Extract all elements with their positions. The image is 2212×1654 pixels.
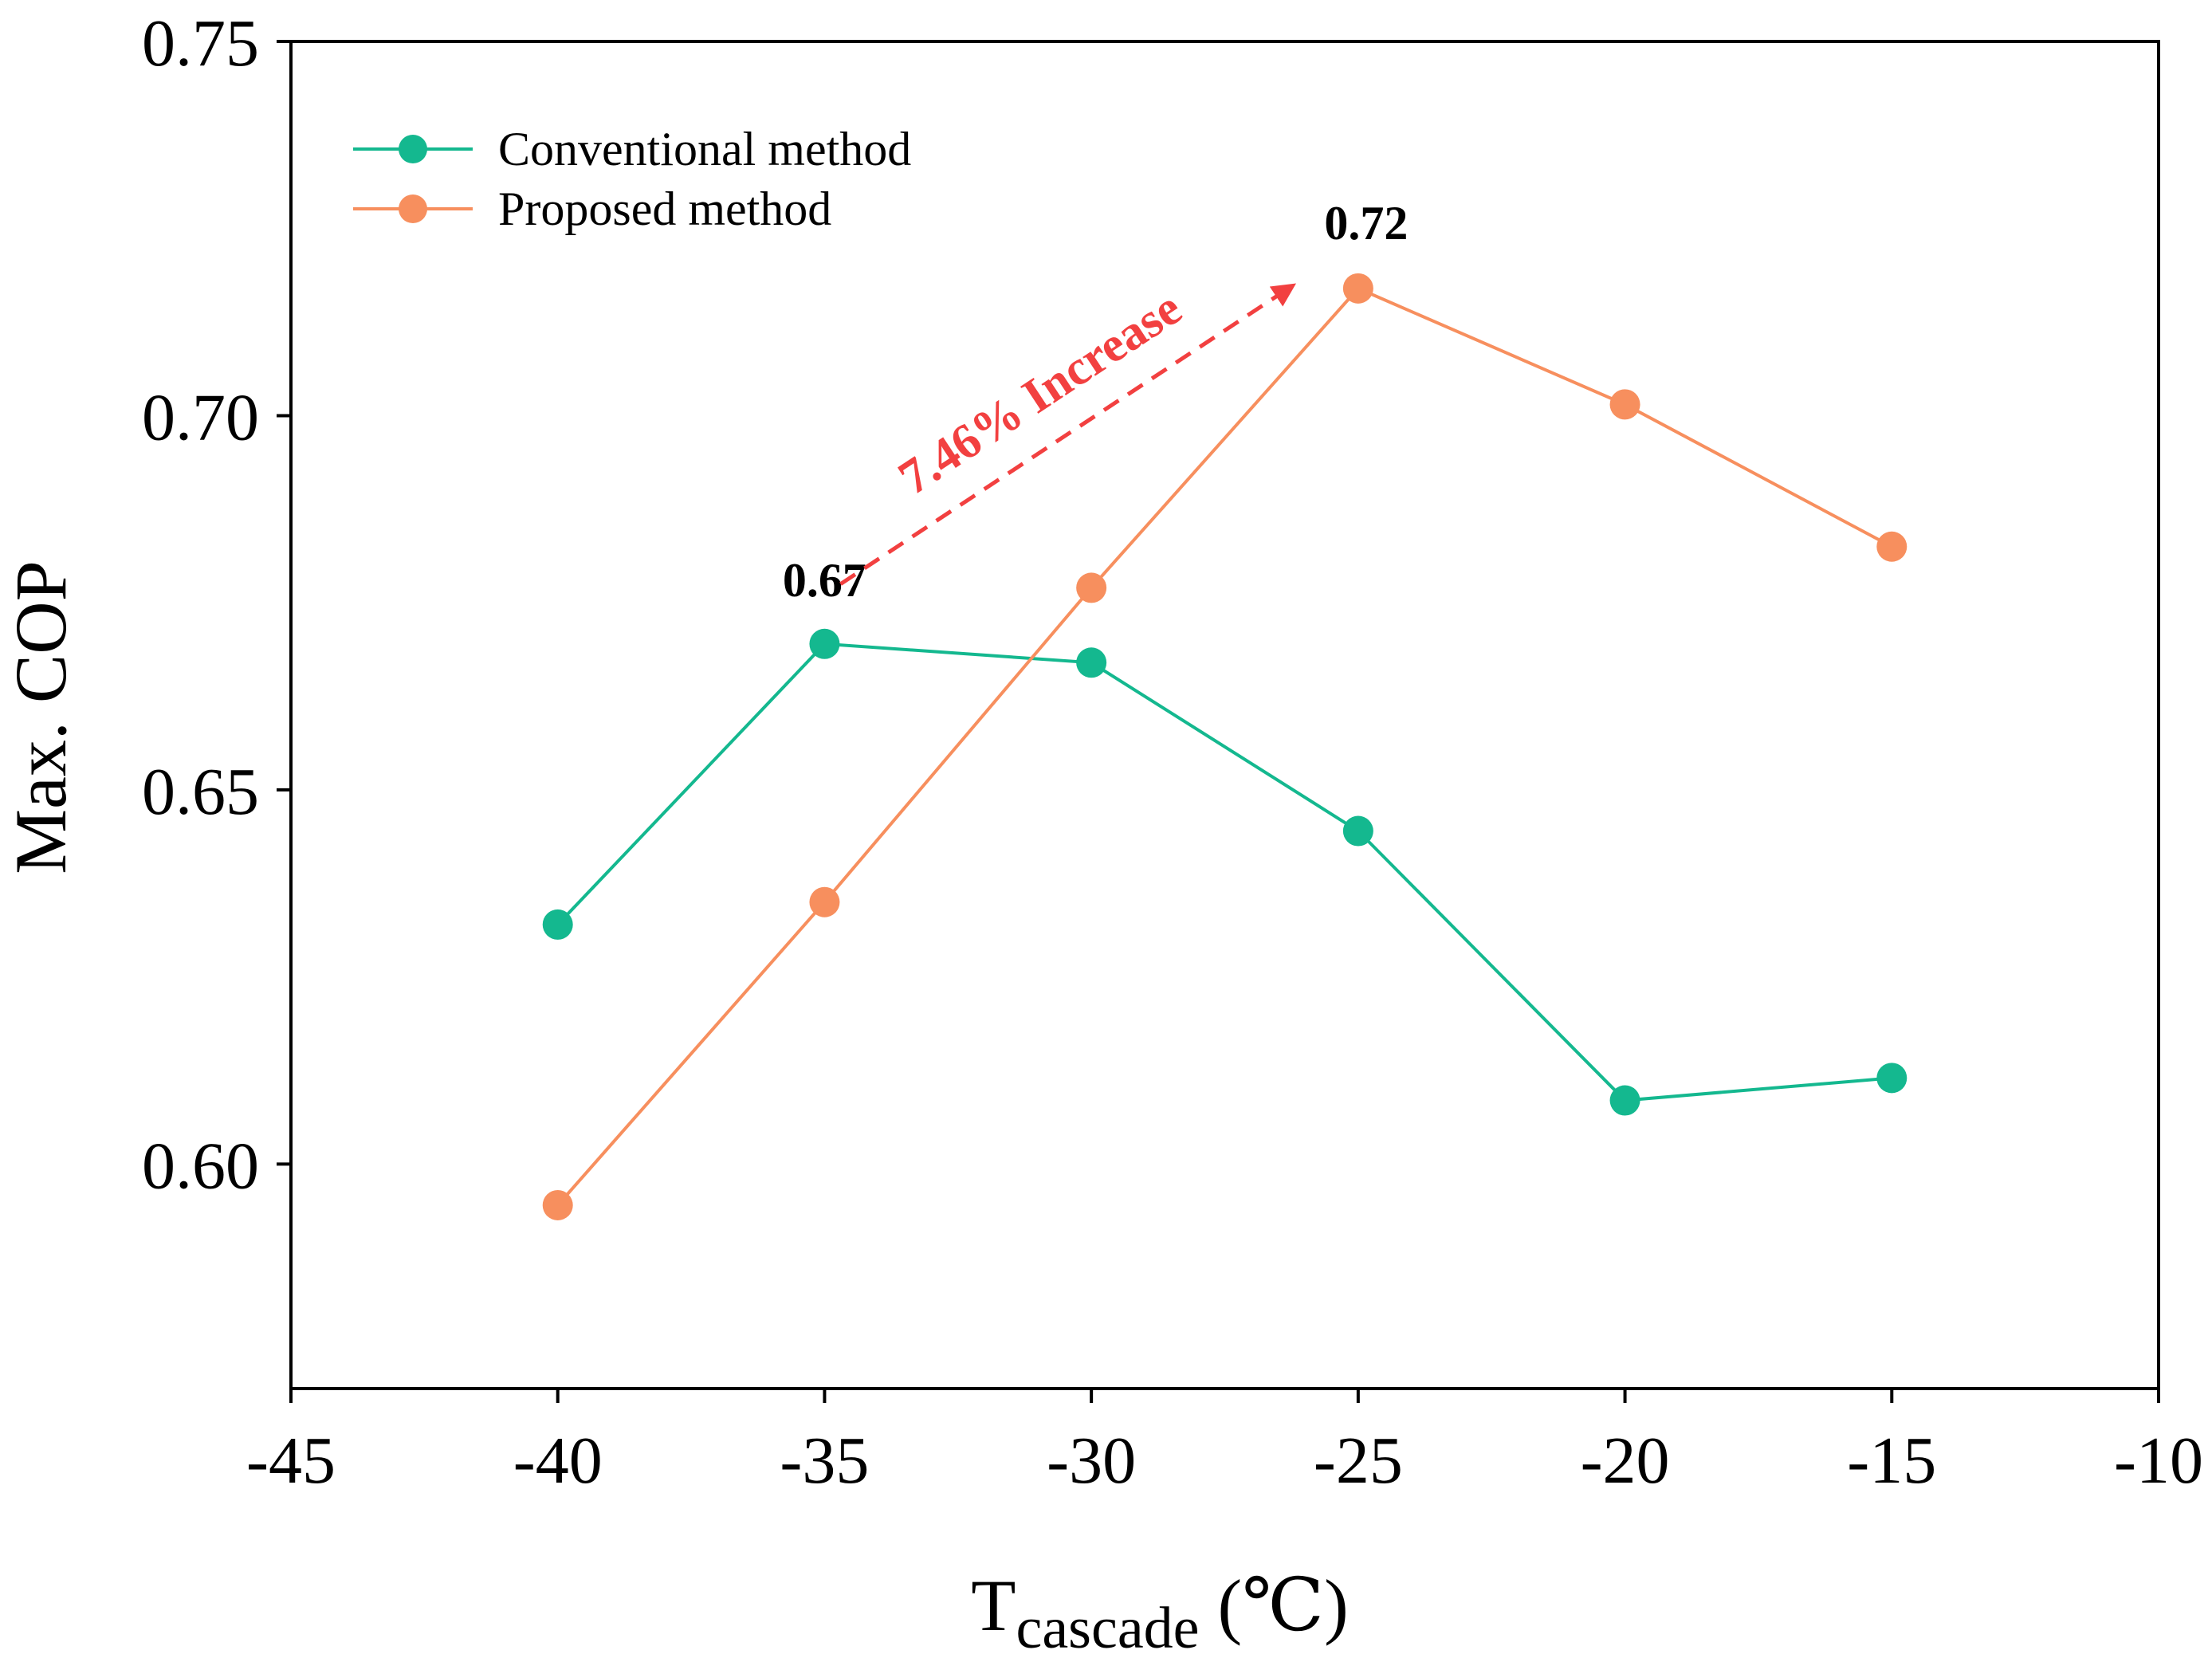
- data-point-conventional: [809, 628, 840, 659]
- legend: Conventional method Proposed method: [353, 123, 911, 235]
- y-axis-label: Max. COP: [0, 560, 81, 874]
- legend-label-proposed: Proposed method: [498, 183, 831, 235]
- x-axis-label-main: T: [971, 1565, 1016, 1646]
- series-layer: [542, 273, 1908, 1220]
- data-point-proposed: [1609, 389, 1640, 420]
- y-tick-label: 0.75: [142, 6, 259, 81]
- y-tick-label: 0.60: [142, 1129, 259, 1203]
- y-tick-label: 0.65: [142, 755, 259, 829]
- legend-label-conventional: Conventional method: [498, 123, 911, 175]
- x-axis-label-unit: (℃): [1200, 1565, 1349, 1646]
- data-point-proposed: [809, 886, 840, 917]
- x-axis-label: Tcascade (℃): [971, 1565, 1348, 1654]
- x-tick-label: -15: [1847, 1424, 1936, 1498]
- data-point-conventional: [1076, 647, 1107, 678]
- data-label-conventional-peak: 0.67: [783, 554, 866, 607]
- plot-area-frame: [289, 40, 2160, 1390]
- x-tick-label: -45: [246, 1424, 336, 1498]
- data-point-conventional: [1342, 815, 1373, 847]
- legend-marker-proposed: [399, 194, 427, 223]
- x-tick-label: -25: [1314, 1424, 1403, 1498]
- data-point-proposed: [542, 1189, 573, 1220]
- increase-annotation: 7.46% Increase: [890, 281, 1192, 505]
- data-point-conventional: [1876, 1063, 1908, 1094]
- x-axis-ticks: -45 -40 -35 -30 -25 -20 -15 -10: [246, 1389, 2203, 1498]
- series-line-proposed: [556, 286, 1893, 1207]
- x-tick-label: -20: [1581, 1424, 1670, 1498]
- data-point-proposed: [1876, 531, 1908, 562]
- data-point-proposed: [1342, 273, 1373, 304]
- series-line-conventional: [556, 642, 1892, 1102]
- y-axis-ticks: 0.60 0.65 0.70 0.75: [142, 6, 291, 1203]
- data-point-conventional: [1609, 1085, 1640, 1116]
- data-point-proposed: [1076, 572, 1107, 603]
- x-tick-label: -10: [2114, 1424, 2203, 1498]
- y-tick-label: 0.70: [142, 380, 259, 454]
- x-tick-label: -30: [1047, 1424, 1136, 1498]
- data-label-proposed-peak: 0.72: [1324, 197, 1408, 249]
- increase-arrow: [839, 283, 1297, 586]
- x-axis-label-subscript: cascade: [1016, 1596, 1199, 1654]
- data-point-conventional: [542, 909, 573, 940]
- x-tick-label: -35: [780, 1424, 869, 1498]
- x-tick-label: -40: [513, 1424, 603, 1498]
- legend-marker-conventional: [399, 135, 427, 163]
